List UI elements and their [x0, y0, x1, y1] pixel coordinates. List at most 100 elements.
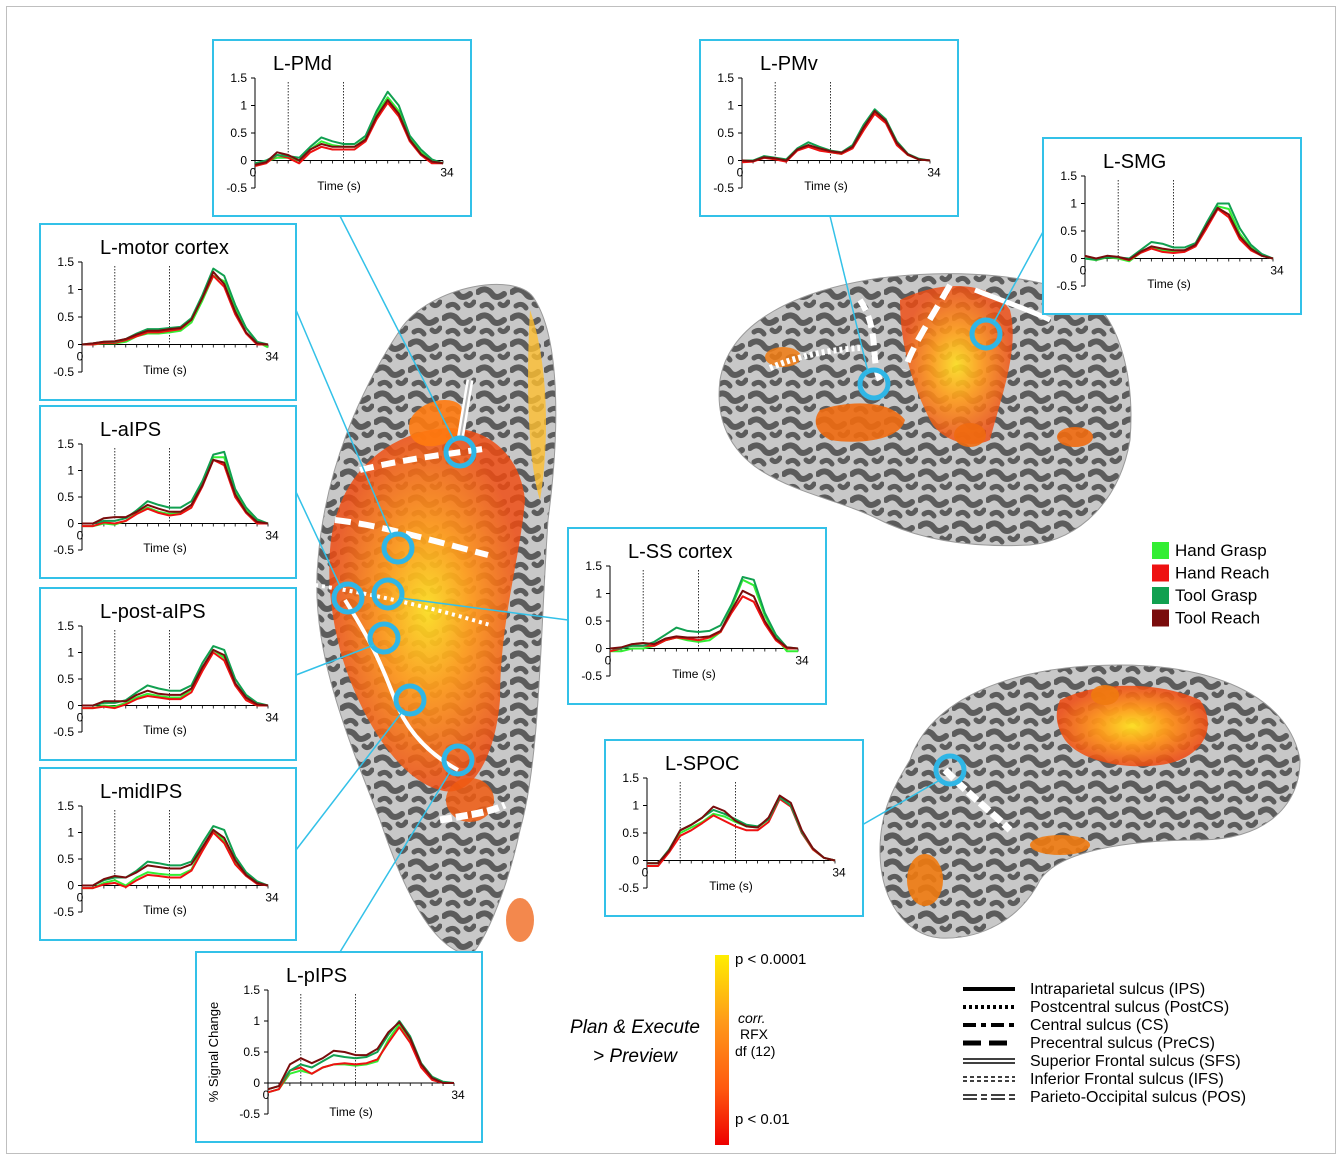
chart-panel-border	[39, 405, 297, 579]
legend-swatch	[1152, 587, 1169, 604]
x-axis-label: Time (s)	[1147, 277, 1191, 291]
y-tick-label: 1.5	[57, 799, 74, 813]
chart-panel-border	[39, 767, 297, 941]
y-tick-label: 0	[67, 517, 74, 531]
y-tick-label: 0	[253, 1076, 260, 1090]
y-tick-label: -0.5	[53, 905, 74, 919]
lateral-activation-blob	[1057, 427, 1093, 447]
dorsal-activation-blob	[409, 400, 464, 447]
x-axis-label: Time (s)	[143, 903, 187, 917]
roi-motor	[381, 531, 415, 565]
chart-panel-border	[39, 587, 297, 761]
x-axis-label: Time (s)	[709, 879, 753, 893]
roi-smg	[969, 317, 1003, 351]
legend-swatch	[1152, 542, 1169, 559]
chart-title: L-SS cortex	[628, 541, 732, 563]
series-line-hand-reach	[82, 274, 268, 346]
lateral-activation	[900, 286, 1013, 444]
y-axis-label: % Signal Change	[206, 1002, 221, 1102]
condition-legend: Hand Grasp Hand Reach Tool Grasp Tool Reach	[1152, 541, 1270, 628]
x-tick-label: 34	[1270, 264, 1284, 278]
legend-swatch	[1152, 609, 1169, 627]
chart-title: L-PMv	[760, 53, 818, 75]
x-tick-label: 0	[77, 711, 84, 725]
y-tick-label: 1.5	[622, 771, 639, 785]
y-tick-label: 0	[240, 154, 247, 168]
sulci-legend-label: Central sulcus (CS)	[1030, 1017, 1169, 1034]
y-tick-label: 1	[1070, 197, 1077, 211]
lateral-activation-blob	[954, 423, 986, 447]
y-tick-label: 0.5	[585, 614, 602, 628]
series-line-hand-grasp	[610, 578, 798, 653]
roi-aips	[331, 581, 365, 615]
y-tick-label: 1.5	[717, 71, 734, 85]
y-tick-label: 1	[253, 1014, 260, 1028]
chart-title: L-PMd	[273, 53, 332, 75]
chart-panel-border	[1042, 137, 1302, 315]
x-tick-label: 34	[440, 166, 454, 180]
colorbar-bottom-label: p < 0.01	[735, 1111, 790, 1128]
colorbar-rfx-label: RFX	[740, 1026, 769, 1042]
colorbar-top-label: p < 0.0001	[735, 951, 806, 968]
series-line-tool-reach	[741, 110, 931, 163]
sulci-legend-item: Postcentral sulcus (PostCS)	[963, 999, 1229, 1016]
y-tick-label: 0	[595, 642, 602, 656]
x-tick-label: 34	[265, 891, 279, 905]
chart-title: L-midIPS	[100, 781, 182, 803]
series-line-tool-grasp	[610, 576, 799, 650]
y-tick-label: 0	[67, 338, 74, 352]
series-line-hand-grasp	[82, 456, 269, 528]
connector-spoc	[861, 779, 941, 826]
sulci-legend-item: Intraparietal sulcus (IPS)	[963, 981, 1205, 998]
x-axis-label: Time (s)	[143, 541, 187, 555]
brain-renderings	[314, 273, 1301, 956]
series-line-tool-reach	[82, 648, 269, 707]
series-line-tool-reach	[267, 1021, 454, 1091]
sulci-legend-item: Precentral sulcus (PreCS)	[963, 1035, 1215, 1052]
y-tick-label: 0	[727, 154, 734, 168]
roi-postaips	[367, 621, 401, 655]
lateral-activation-blob	[815, 403, 905, 442]
connector-pips	[339, 771, 451, 953]
y-tick-label: 0.5	[622, 826, 639, 840]
y-tick-label: 0	[632, 854, 639, 868]
x-tick-label: 0	[605, 654, 612, 668]
x-tick-label: 34	[265, 350, 279, 364]
y-tick-label: 0.5	[243, 1045, 260, 1059]
y-tick-label: -0.5	[226, 181, 247, 195]
sulcus-sfs-inner	[459, 379, 471, 441]
roi-pmd	[443, 435, 477, 469]
sulcus-lat-precs	[857, 298, 883, 382]
dorsal-activation-blob	[506, 898, 534, 942]
sulcus-cs	[334, 517, 489, 558]
series-line-tool-reach	[82, 458, 269, 525]
legend-item: Tool Grasp	[1152, 586, 1257, 605]
contrast-label: Plan & Execute > Preview	[570, 1017, 700, 1067]
x-axis-label: Time (s)	[329, 1105, 373, 1119]
connector-smg	[993, 229, 1045, 323]
y-tick-label: 1.5	[57, 437, 74, 451]
chart-panel-border	[699, 39, 959, 217]
chart-title: L-post-aIPS	[100, 601, 206, 623]
series-line-tool-reach	[647, 794, 836, 865]
roi-connectors	[295, 215, 1045, 953]
x-tick-label: 0	[737, 166, 744, 180]
sulci-legend-label: Superior Frontal sulcus (SFS)	[1030, 1053, 1241, 1070]
connector-motor	[295, 309, 393, 537]
chart-title: L-SMG	[1103, 151, 1166, 173]
series-line-hand-reach	[267, 1026, 454, 1094]
connector-midips	[295, 711, 403, 851]
sulcus-med-pos	[942, 767, 1013, 833]
y-tick-label: 1	[632, 799, 639, 813]
chart-panel-border	[212, 39, 472, 217]
dorsal-activation-blob	[446, 778, 494, 822]
y-tick-label: 1.5	[1060, 169, 1077, 183]
chart-panel-border	[195, 951, 483, 1143]
connector-postaips	[295, 644, 375, 676]
